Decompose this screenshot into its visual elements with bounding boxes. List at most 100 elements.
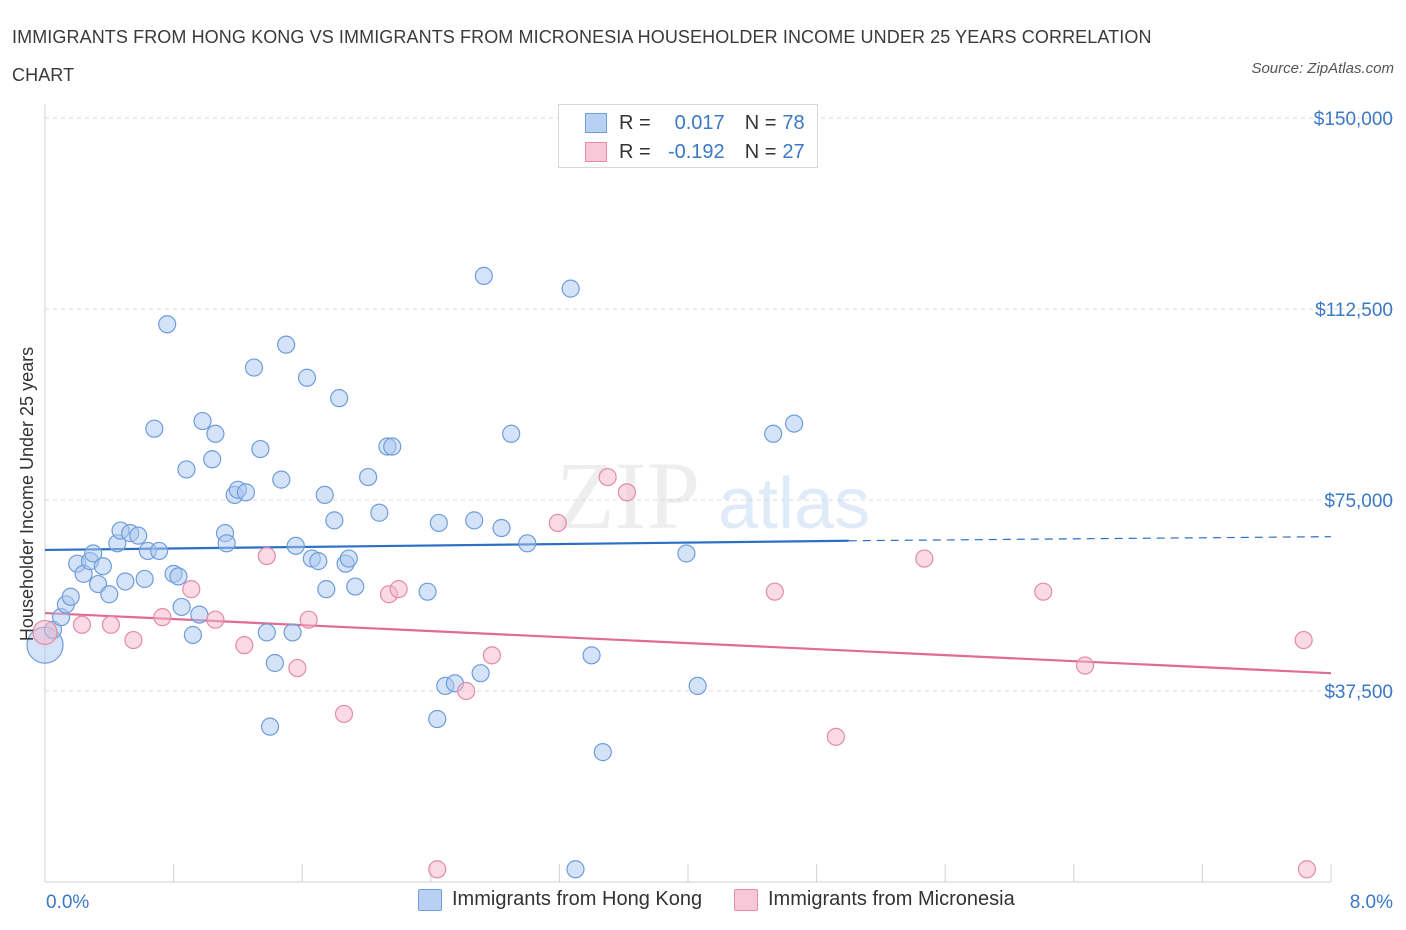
hong-kong-point [236,483,256,502]
micronesia-point [389,580,408,599]
micronesia-point [153,608,172,627]
y-tick-label: $150,000 [1314,109,1393,130]
grid-lines [45,117,1396,692]
source-label: Source: ZipAtlas.com [1251,60,1394,77]
hong-kong-point [177,460,196,479]
micronesia-swatch [734,888,758,911]
hong-kong-point [688,676,707,696]
hong-kong-point [309,552,328,571]
hong-kong-point [172,597,191,617]
legend-row-micronesia: R = -0.192 N = 27 [585,138,805,166]
y-tick-label: $75,000 [1324,491,1393,512]
legend-r-value: -0.192 [667,140,725,163]
hong-kong-point [317,580,336,599]
hong-kong-point [88,574,108,594]
hong-kong-point [206,424,225,443]
hong-kong-point [277,335,296,354]
micronesia-point [482,646,501,665]
hong-kong-point [492,518,511,538]
legend-n-label: N = [744,111,777,134]
micronesia-point [72,615,92,634]
hong-kong-point [339,549,358,568]
legend-label-hong-kong: Immigrants from Hong Kong [452,888,703,910]
micronesia-point [32,619,58,646]
legend-r-label: R = [619,140,651,163]
hong-kong-point [251,439,270,459]
hong-kong-point [129,526,148,545]
hong-kong-point [244,358,264,377]
hong-kong-point [593,743,612,762]
micronesia-point [257,546,276,566]
hong-kong-point [272,470,291,489]
micronesia-point [457,681,476,701]
legend-item-hong-kong[interactable]: Immigrants from Hong Kong [418,888,702,911]
micronesia-point [206,610,225,629]
legend-n-label: N = [744,140,777,163]
legend-n-value: 78 [782,111,805,134]
micronesia-point [1075,656,1095,675]
hong-kong-point [169,567,188,586]
micronesia-point [1297,860,1316,879]
legend-item-micronesia[interactable]: Immigrants from Micronesia [734,888,1015,911]
micronesia-swatch [585,142,607,162]
hong-kong-point [93,557,112,576]
hong-kong-point [158,315,177,334]
micronesia-point [826,727,845,746]
hong-kong-point [190,605,209,624]
hong-kong-point [346,577,365,596]
hong-kong-point [257,623,276,642]
micronesia-point [548,513,567,533]
hong-kong-point [203,450,222,469]
hong-kong-swatch [418,888,442,911]
micronesia-point [765,582,784,601]
micronesia-point [182,580,201,599]
hong-kong-point [429,513,448,533]
micronesia-trend-line [44,611,1332,675]
hong-kong-point [383,437,402,456]
hong-kong-point [471,664,490,683]
micronesia-point [428,860,447,879]
hong-kong-point [474,266,493,285]
hong-kong-point [150,541,169,561]
hong-kong-point [418,582,437,601]
data-points [26,266,1316,879]
hong-kong-point [145,419,164,438]
hong-kong-point [784,414,804,433]
hong-kong-point [465,511,484,530]
hong-kong-point [582,646,601,665]
y-tick-label: $37,500 [1324,682,1393,703]
hong-kong-point [359,467,378,487]
hong-kong-point [518,534,537,553]
micronesia-point [1294,630,1313,650]
legend-label-micronesia: Immigrants from Micronesia [768,888,1015,910]
hong-kong-point [764,424,783,443]
hong-kong-point [217,534,236,553]
watermark-atlas: atlas [718,464,870,544]
micronesia-point [299,610,318,629]
hong-kong-point [61,587,80,606]
micronesia-point [124,630,143,650]
legend-n-value: 27 [782,140,805,163]
y-tick-labels: $37,500 $75,000 $112,500 $150,000 [1314,109,1393,703]
hong-kong-point [315,485,334,505]
hong-kong-point [297,368,317,387]
trend-lines [44,536,1332,675]
hong-kong-point [193,411,212,431]
y-axis-label: Householder Income Under 25 years [17,347,37,641]
micronesia-point [598,467,617,487]
micronesia-point [101,615,121,634]
hong-kong-point [325,511,344,530]
hong-kong-point [135,569,154,589]
series-legend: Immigrants from Hong Kong Immigrants fro… [0,888,1406,916]
x-tick-label: 8.0% [1350,892,1393,913]
x-tick-labels: 0.0% 8.0% [46,892,1393,913]
hong-kong-point [677,544,696,563]
hong-kong-point [502,424,521,443]
hong-kong-point [566,860,585,879]
legend-r-value: 0.017 [674,111,725,134]
hong-kong-swatch [585,113,607,133]
hong-kong-point [283,623,302,642]
hong-kong-point [265,653,284,673]
micronesia-point [334,704,354,724]
